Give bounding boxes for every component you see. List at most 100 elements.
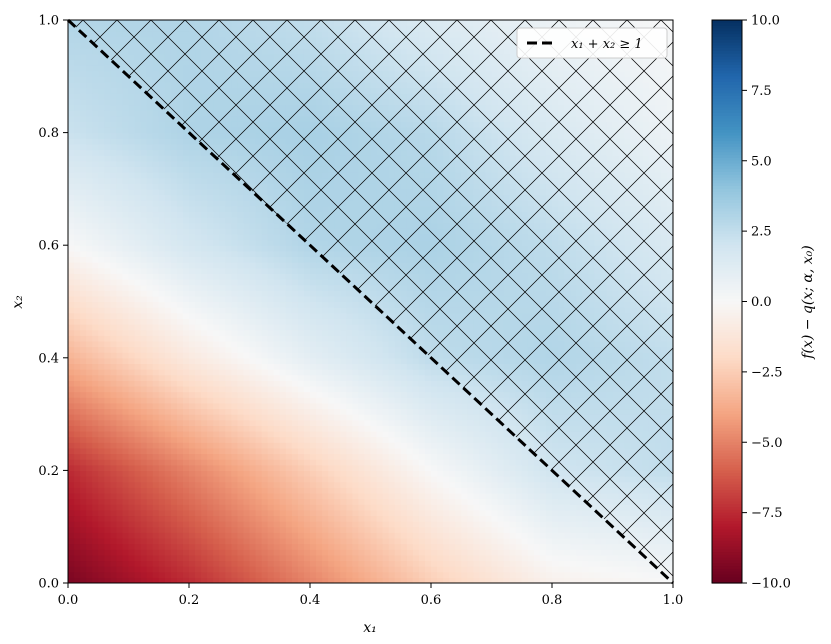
heatmap-cell [316,397,323,403]
heatmap-cell [298,527,305,533]
heatmap-cell [274,532,281,538]
heatmap-cell [461,538,468,544]
heatmap-cell [183,515,190,521]
heatmap-cell [122,408,129,414]
heatmap-cell [116,437,123,443]
heatmap-cell [92,313,99,319]
heatmap-cell [413,487,420,493]
heatmap-cell [310,448,317,454]
heatmap-cell [485,555,492,561]
heatmap-cell [328,566,335,572]
heatmap-cell [304,482,311,488]
heatmap-cell [473,487,480,493]
heatmap-cell [395,397,402,403]
heatmap-cell [413,358,420,364]
heatmap-cell [631,527,638,533]
heatmap-cell [116,431,123,437]
heatmap-cell [564,515,571,521]
heatmap-cell [352,538,359,544]
heatmap-cell [606,504,613,510]
heatmap-cell [389,521,396,527]
heatmap-cell [643,437,650,443]
heatmap-cell [159,459,166,465]
heatmap-cell [443,330,450,336]
heatmap-cell [256,442,263,448]
heatmap-cell [419,302,426,308]
heatmap-cell [274,493,281,499]
heatmap-cell [262,375,269,381]
heatmap-cell [558,515,565,521]
heatmap-cell [377,431,384,437]
heatmap-cell [594,437,601,443]
heatmap-cell [594,358,601,364]
heatmap-cell [613,499,620,505]
heatmap-cell [80,499,87,505]
heatmap-cell [183,369,190,375]
heatmap-cell [219,442,226,448]
heatmap-cell [274,420,281,426]
heatmap-cell [86,504,93,510]
heatmap-cell [649,408,656,414]
heatmap-cell [183,375,190,381]
heatmap-cell [147,470,154,476]
heatmap-cell [449,369,456,375]
heatmap-cell [92,408,99,414]
heatmap-cell [473,347,480,353]
heatmap-cell [250,324,257,330]
heatmap-cell [407,532,414,538]
heatmap-cell [74,459,81,465]
heatmap-cell [225,437,232,443]
heatmap-cell [540,420,547,426]
heatmap-cell [649,307,656,313]
heatmap-cell [280,527,287,533]
heatmap-cell [141,425,148,431]
heatmap-cell [92,347,99,353]
heatmap-cell [237,324,244,330]
heatmap-cell [316,437,323,443]
heatmap-cell [268,493,275,499]
heatmap-cell [395,515,402,521]
heatmap-cell [401,414,408,420]
heatmap-cell [256,521,263,527]
heatmap-cell [256,459,263,465]
heatmap-cell [407,380,414,386]
heatmap-cell [322,347,329,353]
heatmap-cell [74,493,81,499]
heatmap-cell [268,431,275,437]
heatmap-cell [352,493,359,499]
heatmap-cell [250,369,257,375]
heatmap-cell [419,549,426,555]
heatmap-cell [594,324,601,330]
heatmap-cell [122,369,129,375]
heatmap-cell [225,510,232,516]
heatmap-cell [80,375,87,381]
heatmap-cell [643,358,650,364]
heatmap-cell [564,532,571,538]
heatmap-cell [80,459,87,465]
heatmap-cell [177,313,184,319]
heatmap-cell [165,476,172,482]
heatmap-cell [643,375,650,381]
heatmap-cell [189,538,196,544]
heatmap-cell [467,352,474,358]
heatmap-cell [219,476,226,482]
heatmap-cell [80,504,87,510]
heatmap-cell [147,476,154,482]
heatmap-cell [292,318,299,324]
heatmap-cell [304,335,311,341]
heatmap-cell [322,375,329,381]
heatmap-cell [443,555,450,561]
heatmap-cell [262,487,269,493]
heatmap-cell [431,555,438,561]
heatmap-cell [546,504,553,510]
heatmap-cell [104,493,111,499]
heatmap-cell [334,555,341,561]
heatmap-cell [250,302,257,308]
heatmap-cell [407,459,414,465]
heatmap-cell [262,397,269,403]
heatmap-cell [304,499,311,505]
heatmap-cell [153,454,160,460]
heatmap-cell [534,527,541,533]
heatmap-cell [189,459,196,465]
heatmap-cell [352,425,359,431]
